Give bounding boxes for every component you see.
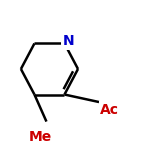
Text: Me: Me (29, 130, 52, 144)
Text: Ac: Ac (100, 103, 119, 117)
Text: N: N (62, 34, 74, 48)
